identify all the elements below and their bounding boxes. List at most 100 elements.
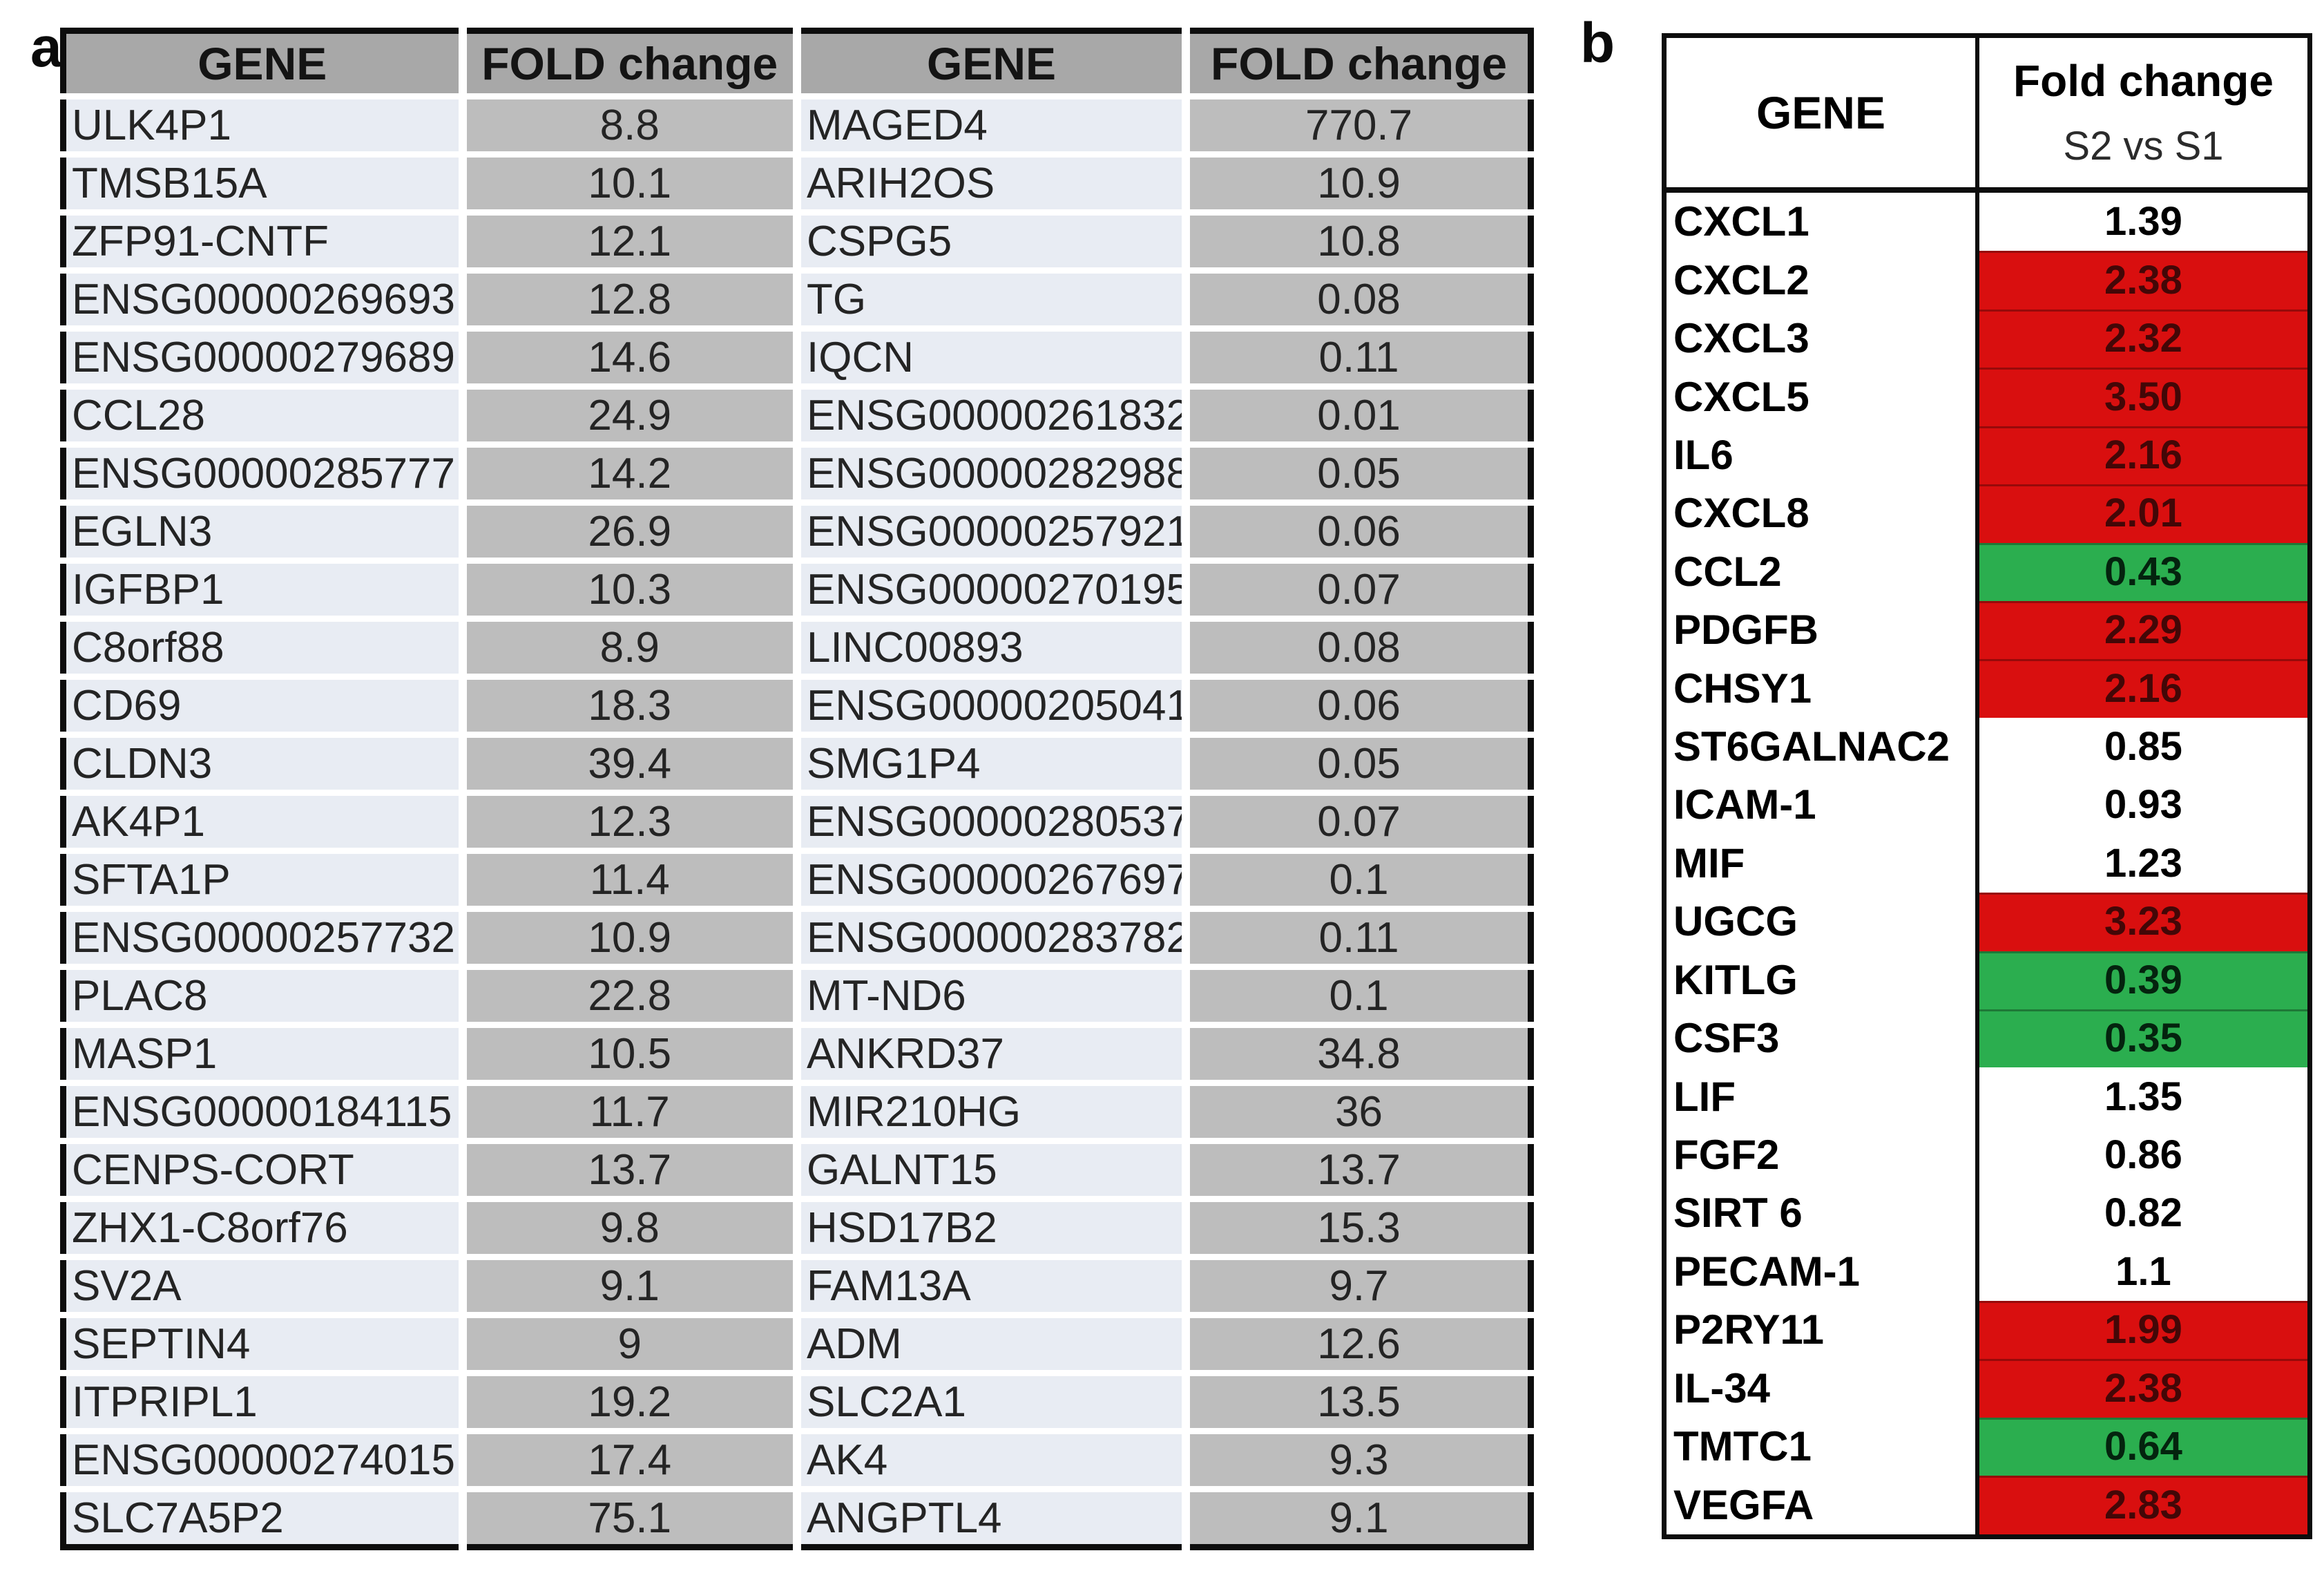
fold-change-cell: 9.3 [1186,1431,1531,1492]
fold-change-cell: 2.01 [1977,484,2310,543]
table-row: P2RY11 1.99 [1664,1301,2310,1360]
gene-cell: ZHX1-C8orf76 [63,1199,467,1260]
gene-cell: C8orf88 [63,618,467,680]
table-b-header-fold: Fold change S2 vs S1 [1977,35,2310,193]
fold-change-subtitle: S2 vs S1 [2063,124,2224,169]
gene-cell: SEPTIN4 [63,1315,467,1376]
table-row: CXCL5 3.50 [1664,368,2310,426]
gene-cell: ANGPTL4 [797,1489,1191,1548]
fold-change-cell: 15.3 [1186,1199,1531,1260]
table-row: IL-34 2.38 [1664,1359,2310,1418]
gene-cell: CXCL3 [1664,309,1979,368]
panel-a-body: ULK4P1 8.8 MAGED4 770.7 TMSB15A 10.1 ARI… [63,96,1531,1548]
table-row: CXCL8 2.01 [1664,484,2310,543]
fold-change-cell: 0.05 [1186,734,1531,796]
table-row: CXCL3 2.32 [1664,309,2310,368]
fold-change-cell: 0.06 [1186,502,1531,564]
table-row: C8orf88 8.9 LINC00893 0.08 [63,618,1531,680]
table-row: IL6 2.16 [1664,426,2310,485]
gene-cell: MAGED4 [797,96,1191,158]
table-row: IGFBP1 10.3 ENSG00000270195 0.07 [63,560,1531,622]
table-row: ZHX1-C8orf76 9.8 HSD17B2 15.3 [63,1199,1531,1260]
fold-change-cell: 14.6 [462,328,801,390]
gene-cell: ENSG00000279689 [63,328,467,390]
gene-cell: CXCL1 [1664,190,1979,251]
table-row: TMSB15A 10.1 ARIH2OS 10.9 [63,154,1531,216]
fold-change-cell: 9.1 [462,1257,801,1318]
gene-cell: SMG1P4 [797,734,1191,796]
table-row: CENPS-CORT 13.7 GALNT15 13.7 [63,1141,1531,1202]
fold-change-cell: 36 [1186,1083,1531,1144]
panel-b-label: b [1580,12,1615,75]
table-row: SEPTIN4 9 ADM 12.6 [63,1315,1531,1376]
table-row: CXCL2 2.38 [1664,251,2310,310]
gene-cell: CXCL8 [1664,484,1979,543]
gene-cell: SLC7A5P2 [63,1489,467,1548]
gene-cell: GALNT15 [797,1141,1191,1202]
fold-change-cell: 0.86 [1977,1125,2310,1185]
fold-change-cell: 10.8 [1186,212,1531,274]
gene-cell: CCL2 [1664,542,1979,601]
fold-change-cell: 9.7 [1186,1257,1531,1318]
fold-change-cell: 2.29 [1977,600,2310,660]
gene-cell: ENSG00000184115 [63,1083,467,1144]
fold-change-cell: 0.39 [1977,951,2310,1009]
table-row: CD69 18.3 ENSG00000205041 0.06 [63,676,1531,738]
fold-change-cell: 0.11 [1186,328,1531,390]
fold-change-cell: 3.50 [1977,368,2310,426]
gene-cell: ENSG00000282988 [797,444,1191,506]
gene-cell: ITPRIPL1 [63,1373,467,1434]
table-a-header-gene-2: GENE [797,30,1191,99]
panel-b-table: GENE Fold change S2 vs S1 CXCL1 1.39 CXC… [1662,33,2312,1539]
gene-cell: IGFBP1 [63,560,467,622]
gene-cell: CD69 [63,676,467,738]
fold-change-cell: 10.1 [462,154,801,216]
fold-change-cell: 1.1 [1977,1242,2310,1302]
gene-cell: FGF2 [1664,1125,1979,1185]
fold-change-cell: 12.8 [462,270,801,332]
gene-cell: KITLG [1664,951,1979,1009]
table-row: LIF 1.35 [1664,1067,2310,1126]
fold-change-cell: 14.2 [462,444,801,506]
gene-cell: PLAC8 [63,967,467,1028]
fold-change-cell: 10.9 [462,908,801,970]
table-row: SFTA1P 11.4 ENSG00000267697 0.1 [63,850,1531,912]
fold-change-cell: 26.9 [462,502,801,564]
table-a-header-fold-2: FOLD change [1186,30,1531,99]
gene-cell: TMTC1 [1664,1417,1979,1476]
fold-change-cell: 0.01 [1186,386,1531,448]
fold-change-cell: 0.93 [1977,776,2310,835]
gene-cell: IL-34 [1664,1359,1979,1418]
fold-change-cell: 9 [462,1315,801,1376]
gene-cell: ENSG00000283782 [797,908,1191,970]
panel-a-label: a [30,16,62,79]
gene-cell: ENSG00000205041 [797,676,1191,738]
fold-change-cell: 13.7 [462,1141,801,1202]
gene-cell: MIR210HG [797,1083,1191,1144]
gene-cell: CSF3 [1664,1009,1979,1068]
fold-change-title: Fold change [2013,56,2274,106]
fold-change-cell: 18.3 [462,676,801,738]
fold-change-cell: 2.83 [1977,1476,2310,1537]
gene-cell: TMSB15A [63,154,467,216]
fold-change-cell: 0.85 [1977,717,2310,777]
gene-cell: ENSG00000261832 [797,386,1191,448]
fold-change-cell: 0.64 [1977,1417,2310,1476]
gene-cell: ICAM-1 [1664,776,1979,835]
gene-cell: ENSG00000267697 [797,850,1191,912]
gene-cell: EGLN3 [63,502,467,564]
table-row: CCL28 24.9 ENSG00000261832 0.01 [63,386,1531,448]
fold-change-cell: 10.3 [462,560,801,622]
gene-cell: SV2A [63,1257,467,1318]
gene-cell: LIF [1664,1067,1979,1126]
gene-cell: UGCG [1664,893,1979,951]
fold-change-cell: 10.5 [462,1025,801,1086]
gene-cell: IQCN [797,328,1191,390]
gene-cell: CENPS-CORT [63,1141,467,1202]
gene-cell: ENSG00000257732 [63,908,467,970]
table-row: PDGFB 2.29 [1664,600,2310,660]
fold-change-cell: 9.1 [1186,1489,1531,1548]
fold-change-cell: 12.1 [462,212,801,274]
gene-cell: ANKRD37 [797,1025,1191,1086]
table-row: SIRT 6 0.82 [1664,1184,2310,1243]
